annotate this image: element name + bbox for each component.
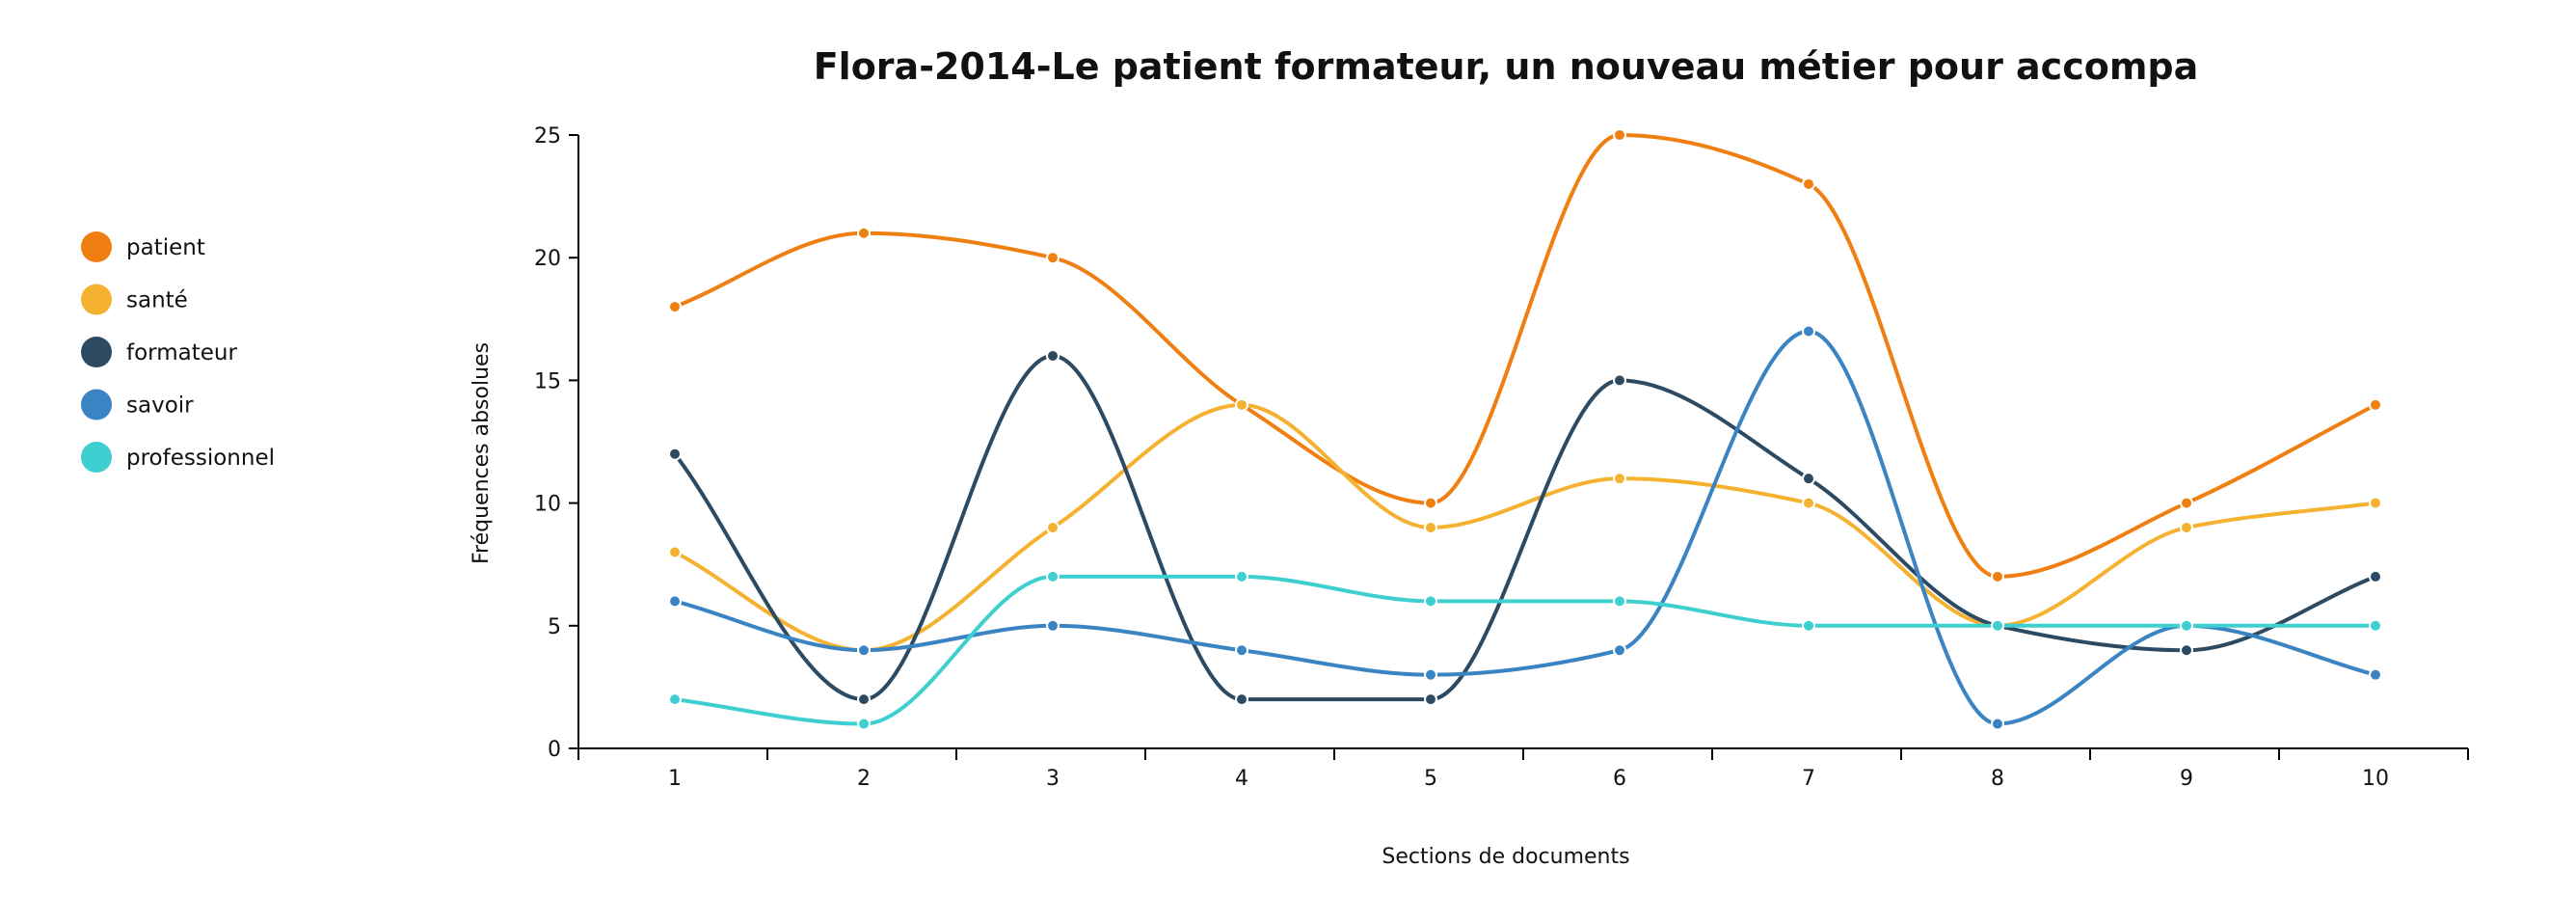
data-point xyxy=(2369,397,2382,412)
data-point xyxy=(668,594,682,609)
data-point xyxy=(2180,496,2193,510)
data-point xyxy=(1235,569,1248,583)
data-point xyxy=(1424,667,1437,682)
legend-item: formateur xyxy=(81,337,237,367)
legend-item: savoir xyxy=(81,389,194,420)
legend-marker xyxy=(81,337,112,367)
data-point xyxy=(1046,618,1060,633)
data-point xyxy=(1046,348,1060,363)
data-point xyxy=(1424,496,1437,510)
data-point xyxy=(2180,521,2193,535)
legend-label: santé xyxy=(126,288,188,313)
legend-item: santé xyxy=(81,284,188,315)
x-tick-label: 3 xyxy=(1046,767,1060,791)
data-point xyxy=(1613,373,1626,388)
x-tick-label: 6 xyxy=(1613,767,1626,791)
y-tick-label: 15 xyxy=(534,369,561,393)
series-line xyxy=(673,402,2377,653)
x-tick-label: 5 xyxy=(1424,767,1437,791)
data-point xyxy=(668,545,682,559)
chart-axes: 0 5 10 15 20 25 1 2 3 4 5 6 7 8 9 10 xyxy=(534,124,2469,791)
series-lines xyxy=(673,133,2377,726)
series-line xyxy=(673,329,2377,726)
data-point xyxy=(1991,618,2004,633)
legend-label: savoir xyxy=(126,393,194,419)
data-point xyxy=(1802,176,1815,191)
y-tick-label: 5 xyxy=(548,615,561,639)
data-point xyxy=(668,447,682,461)
x-tick-label: 8 xyxy=(1991,767,2004,791)
x-axis-label: Sections de documents xyxy=(1382,845,1629,869)
data-point xyxy=(1802,472,1815,486)
data-point xyxy=(1613,594,1626,609)
series-line xyxy=(673,133,2377,579)
data-point xyxy=(857,692,871,707)
data-point xyxy=(857,643,871,658)
data-point xyxy=(857,717,871,731)
data-point xyxy=(2180,643,2193,658)
chart-title: Flora-2014-Le patient formateur, un nouv… xyxy=(814,45,2199,88)
x-tick-label: 9 xyxy=(2180,767,2193,791)
legend-item: patient xyxy=(81,231,205,262)
y-tick-label: 10 xyxy=(534,493,561,517)
data-point xyxy=(1424,594,1437,609)
data-point xyxy=(1613,643,1626,658)
legend-marker xyxy=(81,389,112,420)
x-tick-label: 4 xyxy=(1235,767,1248,791)
legend-label: professionnel xyxy=(126,446,275,471)
data-point xyxy=(1235,397,1248,412)
legend-marker xyxy=(81,442,112,473)
data-point xyxy=(668,300,682,314)
legend-label: formateur xyxy=(126,340,237,366)
y-tick-label: 0 xyxy=(548,738,561,762)
legend-item: professionnel xyxy=(81,442,275,473)
data-point xyxy=(2369,618,2382,633)
data-point xyxy=(1802,618,1815,633)
series-line xyxy=(673,353,2377,702)
x-tick-label: 7 xyxy=(1802,767,1815,791)
data-point xyxy=(1046,251,1060,265)
data-point xyxy=(1424,692,1437,707)
data-point xyxy=(1046,569,1060,583)
legend-marker xyxy=(81,231,112,262)
data-point xyxy=(2180,618,2193,633)
data-point xyxy=(1613,128,1626,142)
data-point xyxy=(1802,324,1815,339)
data-point xyxy=(1991,569,2004,583)
series-line xyxy=(673,574,2377,726)
data-point xyxy=(1235,692,1248,707)
data-point xyxy=(1424,521,1437,535)
data-point xyxy=(1613,472,1626,486)
legend-label: patient xyxy=(126,235,205,260)
series-points xyxy=(668,128,2382,731)
data-point xyxy=(1991,717,2004,731)
x-tick-label: 1 xyxy=(668,767,682,791)
data-point xyxy=(2369,667,2382,682)
data-point xyxy=(1802,496,1815,510)
data-point xyxy=(1235,643,1248,658)
legend-marker xyxy=(81,284,112,315)
chart-legend: patient santé formateur savoir professionnel xyxy=(81,231,275,473)
x-tick-label: 10 xyxy=(2362,767,2389,791)
data-point xyxy=(668,692,682,707)
y-tick-label: 20 xyxy=(534,247,561,271)
y-axis-label: Fréquences absolues xyxy=(470,342,494,564)
data-point xyxy=(1046,521,1060,535)
data-point xyxy=(2369,496,2382,510)
x-tick-label: 2 xyxy=(857,767,871,791)
y-tick-label: 25 xyxy=(534,124,561,149)
data-point xyxy=(857,226,871,240)
data-point xyxy=(2369,569,2382,583)
